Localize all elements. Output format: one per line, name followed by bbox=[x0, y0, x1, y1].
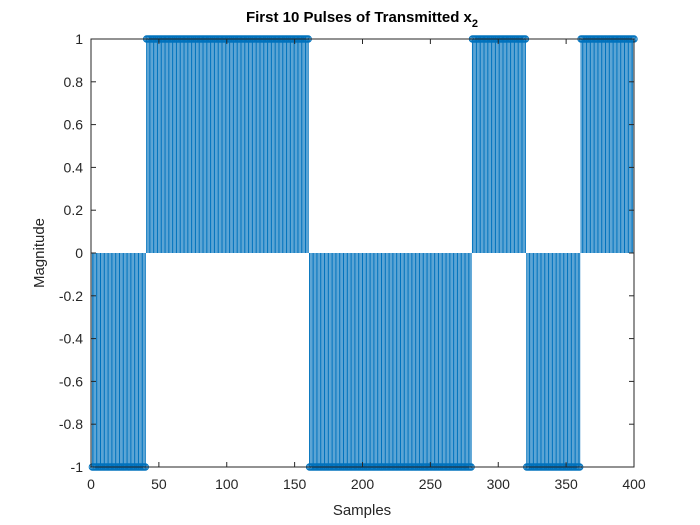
axes: 0 50 100 150 200 250 300 350 400 -1 -0.8 -0.6 -0.4 -0… bbox=[59, 31, 646, 492]
y-tick-label: 0.4 bbox=[64, 159, 84, 175]
y-axis-label: Magnitude bbox=[31, 218, 48, 288]
stem-series bbox=[88, 35, 638, 471]
y-tick-label: -0.2 bbox=[59, 288, 83, 304]
y-tick-label: -1 bbox=[71, 459, 84, 475]
chart-title: First 10 Pulses of Transmitted x2 bbox=[246, 9, 478, 30]
chart-title-subscript: 2 bbox=[472, 18, 478, 30]
x-tick-label: 200 bbox=[351, 476, 375, 492]
y-tick-label: -0.8 bbox=[59, 416, 83, 432]
y-tick-label: -0.6 bbox=[59, 373, 83, 389]
y-tick-label: 1 bbox=[75, 31, 83, 47]
x-tick-label: 250 bbox=[419, 476, 443, 492]
y-tick-label: 0.2 bbox=[64, 202, 84, 218]
x-tick-label: 100 bbox=[215, 476, 239, 492]
x-tick-label: 350 bbox=[554, 476, 578, 492]
x-tick-label: 300 bbox=[487, 476, 511, 492]
y-tick-label: -0.4 bbox=[59, 331, 83, 347]
y-tick-label: 0.6 bbox=[64, 117, 84, 133]
x-tick-label: 50 bbox=[151, 476, 167, 492]
x-axis-label: Samples bbox=[333, 502, 391, 519]
x-tick-label: 0 bbox=[87, 476, 95, 492]
x-tick-label: 150 bbox=[283, 476, 307, 492]
x-tick-label: 400 bbox=[622, 476, 646, 492]
y-tick-label: 0.8 bbox=[64, 74, 84, 90]
y-tick-label: 0 bbox=[75, 245, 83, 261]
